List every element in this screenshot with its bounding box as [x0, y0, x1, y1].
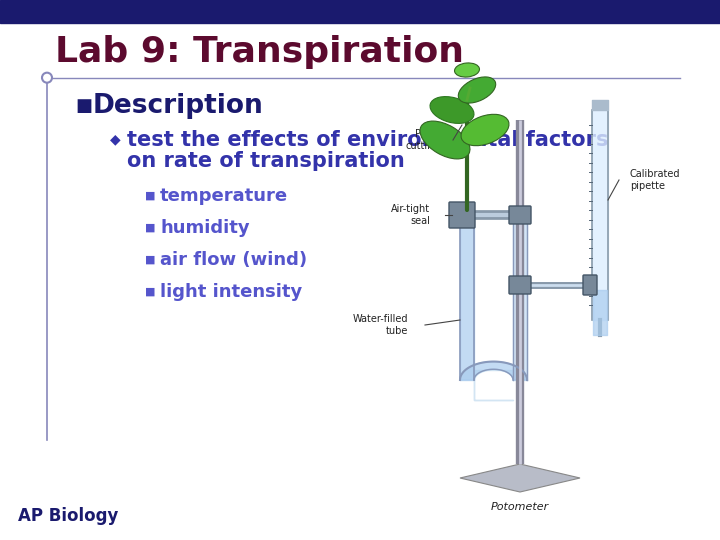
Text: ■: ■	[145, 287, 156, 296]
Text: Description: Description	[93, 93, 264, 119]
Ellipse shape	[420, 121, 470, 159]
Text: Plant
cutting: Plant cutting	[405, 129, 440, 151]
Ellipse shape	[459, 77, 495, 103]
Text: ■: ■	[145, 255, 156, 265]
Text: ■: ■	[75, 97, 92, 114]
Text: Water-filled
tube: Water-filled tube	[353, 314, 408, 336]
Polygon shape	[460, 464, 580, 492]
Ellipse shape	[461, 114, 509, 146]
Text: ■: ■	[145, 222, 156, 233]
Text: air flow (wind): air flow (wind)	[160, 251, 307, 269]
Text: Lab 9: Transpiration: Lab 9: Transpiration	[55, 35, 464, 69]
FancyBboxPatch shape	[583, 275, 597, 295]
Text: Potometer: Potometer	[491, 502, 549, 512]
Text: ■: ■	[145, 191, 156, 201]
Text: on rate of transpiration: on rate of transpiration	[127, 151, 405, 171]
Text: humidity: humidity	[160, 219, 250, 237]
FancyBboxPatch shape	[509, 276, 531, 294]
FancyBboxPatch shape	[509, 206, 531, 224]
Text: AP Biology: AP Biology	[18, 507, 118, 525]
FancyBboxPatch shape	[449, 202, 475, 228]
Ellipse shape	[454, 63, 480, 77]
Ellipse shape	[430, 97, 474, 124]
Text: test the effects of environmental factors: test the effects of environmental factor…	[127, 130, 608, 150]
Text: ◆: ◆	[110, 133, 121, 147]
Polygon shape	[460, 362, 527, 380]
Text: temperature: temperature	[160, 187, 288, 205]
Text: light intensity: light intensity	[160, 282, 302, 301]
Text: Air-tight
seal: Air-tight seal	[391, 204, 430, 226]
Bar	[0, 0, 720, 23]
Text: Calibrated
pipette: Calibrated pipette	[630, 169, 680, 191]
Circle shape	[42, 73, 52, 83]
